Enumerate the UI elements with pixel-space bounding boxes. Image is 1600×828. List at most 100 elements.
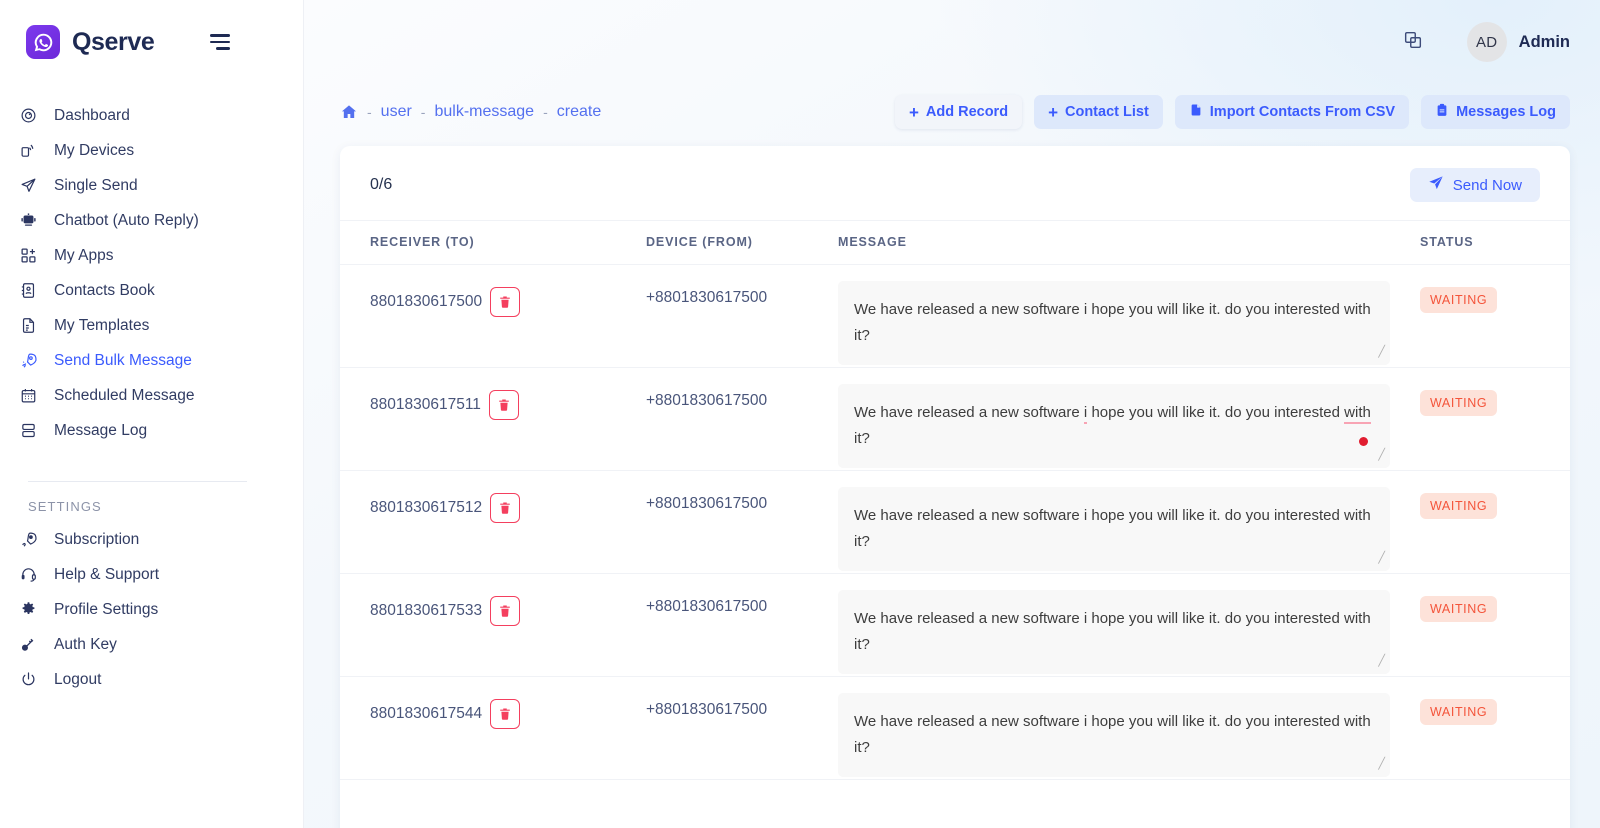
device-number: +8801830617500	[646, 701, 768, 718]
hamburger-icon[interactable]	[204, 34, 231, 50]
cell-status: WAITING	[1420, 676, 1570, 780]
delete-row-button[interactable]	[490, 596, 521, 626]
cell-receiver: 8801830617544	[340, 676, 646, 780]
message-textarea[interactable]: We have released a new software i hope y…	[838, 590, 1390, 674]
cell-status: WAITING	[1420, 573, 1570, 677]
delete-row-button[interactable]	[490, 287, 521, 317]
cell-receiver: 8801830617500	[340, 264, 646, 368]
resize-handle-icon[interactable]: ╱	[1378, 757, 1385, 770]
sidebar-item-label: My Templates	[54, 316, 150, 334]
sidebar-item-label: Send Bulk Message	[54, 351, 192, 369]
sidebar-item-logout[interactable]: Logout	[0, 662, 303, 697]
sidebar-item-label: Single Send	[54, 176, 138, 194]
message-textarea[interactable]: We have released a new software i hope y…	[838, 281, 1390, 365]
sidebar-item-help-support[interactable]: Help & Support	[0, 557, 303, 592]
device-number: +8801830617500	[646, 598, 768, 615]
breadcrumb-item-user[interactable]: user	[380, 103, 412, 120]
avatar[interactable]: AD	[1466, 22, 1507, 62]
calendar-icon	[20, 387, 46, 404]
message-text: We have released a new software i hope y…	[854, 404, 1371, 447]
robot-icon	[20, 212, 46, 229]
sidebar-item-label: Auth Key	[54, 635, 117, 653]
copy-layers-icon[interactable]	[1403, 30, 1423, 55]
cell-receiver: 8801830617533	[340, 573, 646, 677]
cell-message: We have released a new software i hope y…	[838, 573, 1420, 677]
paper-plane-icon	[20, 177, 46, 194]
sidebar-item-single-send[interactable]: Single Send	[0, 168, 303, 203]
sidebar-item-my-templates[interactable]: My Templates	[0, 308, 303, 343]
breadcrumb-separator: -	[543, 104, 548, 120]
send-now-label: Send Now	[1452, 176, 1522, 194]
contact-book-icon	[20, 282, 46, 299]
cell-device: +8801830617500	[646, 470, 838, 574]
receiver-number: 8801830617512	[370, 499, 483, 516]
main-content: AD Admin - user - bulk-message - create …	[304, 0, 1600, 828]
delete-row-button[interactable]	[488, 390, 519, 420]
cell-receiver: 8801830617511	[340, 367, 646, 471]
message-textarea[interactable]: We have released a new software i hope y…	[838, 384, 1390, 468]
column-header-receiver: RECEIVER (TO)	[340, 220, 646, 265]
bulk-message-card: 0/6 Send Now RECEIVER (TO) DEVICE (FROM)	[340, 146, 1570, 828]
status-badge: WAITING	[1420, 287, 1498, 313]
sidebar-item-label: Contacts Book	[54, 281, 155, 299]
cell-message: We have released a new software i hope y…	[838, 367, 1420, 471]
status-badge: WAITING	[1420, 699, 1498, 725]
sidebar-item-label: Profile Settings	[54, 600, 159, 618]
table-row: 8801830617544 +8801830617500	[340, 676, 1570, 780]
home-icon[interactable]	[340, 103, 358, 121]
sidebar-nav: Dashboard My Devices Si	[0, 84, 303, 697]
sidebar: Qserve Dashboard	[0, 0, 304, 828]
sidebar-item-contacts-book[interactable]: Contacts Book	[0, 273, 303, 308]
resize-handle-icon[interactable]: ╱	[1378, 448, 1385, 461]
sidebar-item-dashboard[interactable]: Dashboard	[0, 98, 303, 133]
sidebar-item-subscription[interactable]: Subscription	[0, 522, 303, 557]
message-textarea[interactable]: We have released a new software i hope y…	[838, 487, 1390, 571]
cell-device: +8801830617500	[646, 264, 838, 368]
table-row: 8801830617512 +8801830617500	[340, 470, 1570, 574]
sidebar-item-scheduled-message[interactable]: Scheduled Message	[0, 378, 303, 413]
table-row: 8801830617500 +8801830617500	[340, 264, 1570, 368]
receiver-number: 8801830617500	[370, 293, 483, 310]
sidebar-item-my-apps[interactable]: My Apps	[0, 238, 303, 273]
import-contacts-csv-button[interactable]: Import Contacts From CSV	[1174, 95, 1410, 129]
contact-list-button[interactable]: + Contact List	[1034, 95, 1163, 129]
delete-row-button[interactable]	[490, 493, 521, 523]
cell-device: +8801830617500	[646, 573, 838, 677]
receiver-number: 8801830617511	[370, 396, 481, 413]
message-textarea[interactable]: We have released a new software i hope y…	[838, 693, 1390, 777]
cell-device: +8801830617500	[646, 676, 838, 780]
sidebar-item-message-log[interactable]: Message Log	[0, 413, 303, 448]
sidebar-item-label: Chatbot (Auto Reply)	[54, 211, 199, 229]
breadcrumb: - user - bulk-message - create	[340, 103, 601, 121]
device-number: +8801830617500	[646, 495, 768, 512]
sidebar-item-auth-key[interactable]: Auth Key	[0, 627, 303, 662]
status-badge: WAITING	[1420, 493, 1498, 519]
cell-device: +8801830617500	[646, 367, 838, 471]
breadcrumb-item-create[interactable]: create	[556, 103, 602, 120]
delete-row-button[interactable]	[490, 699, 521, 729]
sidebar-item-send-bulk-message[interactable]: Send Bulk Message	[0, 343, 303, 378]
trash-icon	[500, 605, 510, 617]
resize-handle-icon[interactable]: ╱	[1378, 654, 1385, 667]
sidebar-item-my-devices[interactable]: My Devices	[0, 133, 303, 168]
resize-handle-icon[interactable]: ╱	[1378, 551, 1385, 564]
breadcrumb-item-bulk-message[interactable]: bulk-message	[434, 103, 535, 120]
resize-handle-icon[interactable]: ╱	[1378, 345, 1385, 358]
message-text: We have released a new software i hope y…	[854, 301, 1371, 344]
spellcheck-underline: i	[1083, 404, 1088, 424]
receiver-number: 8801830617533	[370, 602, 483, 619]
csv-file-icon	[1189, 102, 1203, 122]
sidebar-item-label: Subscription	[54, 530, 140, 548]
add-record-button[interactable]: + Add Record	[894, 95, 1023, 129]
grid-plus-icon	[20, 247, 46, 264]
paper-plane-icon	[1428, 175, 1444, 195]
send-now-button[interactable]: Send Now	[1409, 168, 1540, 202]
bulk-message-table: RECEIVER (TO) DEVICE (FROM) MESSAGE STAT…	[340, 220, 1570, 780]
messages-log-button[interactable]: Messages Log	[1421, 95, 1570, 129]
sub-toolbar: - user - bulk-message - create + Add Rec…	[304, 84, 1600, 140]
sidebar-item-profile-settings[interactable]: Profile Settings	[0, 592, 303, 627]
card-header: 0/6 Send Now	[340, 146, 1570, 220]
sidebar-item-chatbot[interactable]: Chatbot (Auto Reply)	[0, 203, 303, 238]
brand-name: Qserve	[72, 27, 155, 56]
